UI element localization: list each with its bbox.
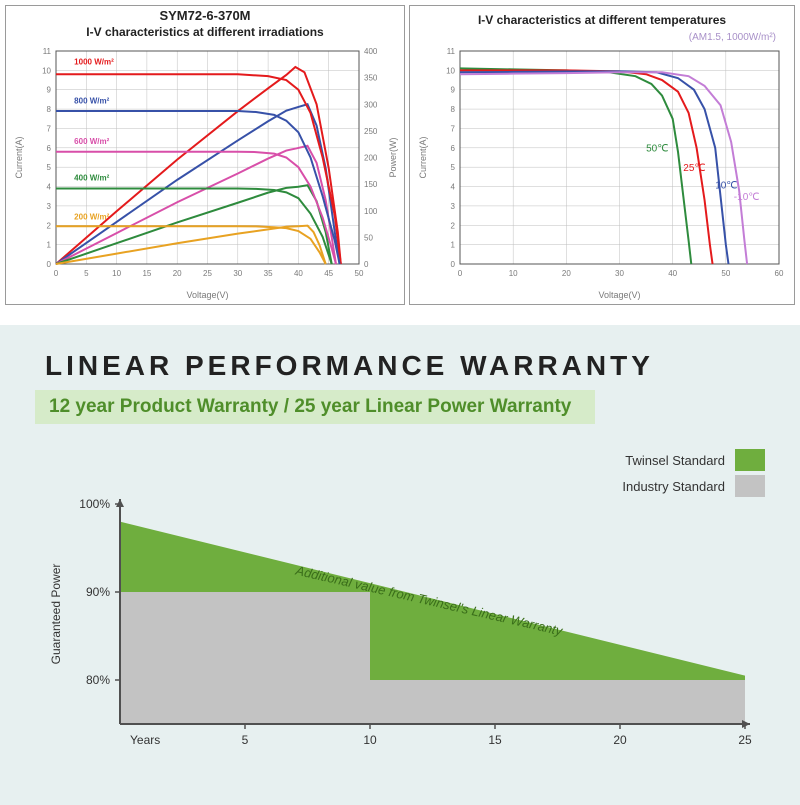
svg-text:50℃: 50℃ xyxy=(646,144,668,155)
svg-text:100: 100 xyxy=(364,207,378,216)
warranty-chart-wrap: Twinsel Standard Industry Standard 80% 90… xyxy=(35,449,765,779)
svg-text:90%: 90% xyxy=(86,585,110,599)
svg-text:9: 9 xyxy=(451,86,456,95)
svg-text:4: 4 xyxy=(47,183,52,192)
svg-text:25: 25 xyxy=(738,733,752,747)
svg-text:300: 300 xyxy=(364,100,378,109)
svg-text:30: 30 xyxy=(233,269,242,278)
svg-text:400 W/m²: 400 W/m² xyxy=(74,174,109,183)
legend-swatch-twinsel xyxy=(735,449,765,471)
svg-text:0: 0 xyxy=(458,269,463,278)
top-charts-row: SYM72-6-370M I-V characteristics at diffe… xyxy=(0,0,800,310)
warranty-subtitle: 12 year Product Warranty / 25 year Linea… xyxy=(35,390,595,424)
warranty-legend: Twinsel Standard Industry Standard xyxy=(622,449,765,501)
svg-text:5: 5 xyxy=(84,269,89,278)
legend-swatch-industry xyxy=(735,475,765,497)
svg-text:200: 200 xyxy=(364,154,378,163)
svg-text:5: 5 xyxy=(242,733,249,747)
svg-text:Current(A): Current(A) xyxy=(14,136,24,178)
svg-text:5: 5 xyxy=(451,163,456,172)
svg-text:1: 1 xyxy=(451,241,456,250)
svg-text:20: 20 xyxy=(562,269,571,278)
svg-text:8: 8 xyxy=(451,105,456,114)
svg-text:25: 25 xyxy=(203,269,212,278)
temperature-chart-panel: I-V characteristics at different tempera… xyxy=(409,5,795,305)
svg-text:100%: 100% xyxy=(79,497,110,511)
svg-text:600 W/m²: 600 W/m² xyxy=(74,137,109,146)
svg-text:1: 1 xyxy=(47,241,52,250)
svg-text:7: 7 xyxy=(47,124,52,133)
svg-text:Years: Years xyxy=(130,733,160,747)
svg-text:0: 0 xyxy=(364,260,369,269)
svg-text:30: 30 xyxy=(615,269,624,278)
legend-label: Industry Standard xyxy=(622,479,725,494)
legend-row-industry: Industry Standard xyxy=(622,475,765,497)
svg-text:25℃: 25℃ xyxy=(683,163,705,174)
svg-text:0: 0 xyxy=(451,260,456,269)
svg-text:2: 2 xyxy=(47,221,52,230)
svg-text:I-V characteristics at differe: I-V characteristics at different tempera… xyxy=(478,13,726,27)
svg-text:Voltage(V): Voltage(V) xyxy=(186,290,228,300)
svg-text:I-V characteristics at differe: I-V characteristics at different irradia… xyxy=(86,25,324,39)
svg-text:2: 2 xyxy=(451,221,456,230)
svg-text:10℃: 10℃ xyxy=(715,180,737,191)
svg-text:150: 150 xyxy=(364,180,378,189)
svg-text:10: 10 xyxy=(509,269,518,278)
svg-text:-10℃: -10℃ xyxy=(734,192,760,203)
svg-text:SYM72-6-370M: SYM72-6-370M xyxy=(159,8,250,23)
svg-text:6: 6 xyxy=(47,144,52,153)
svg-text:50: 50 xyxy=(364,233,373,242)
svg-text:40: 40 xyxy=(668,269,677,278)
svg-text:40: 40 xyxy=(294,269,303,278)
svg-text:80%: 80% xyxy=(86,673,110,687)
svg-text:9: 9 xyxy=(47,86,52,95)
svg-text:10: 10 xyxy=(446,66,455,75)
legend-label: Twinsel Standard xyxy=(625,453,725,468)
svg-text:50: 50 xyxy=(721,269,730,278)
svg-text:Current(A): Current(A) xyxy=(418,136,428,178)
svg-text:20: 20 xyxy=(613,733,627,747)
svg-text:Guaranteed Power: Guaranteed Power xyxy=(49,564,63,665)
warranty-section: LINEAR PERFORMANCE WARRANTY 12 year Prod… xyxy=(0,325,800,805)
svg-text:1000 W/m²: 1000 W/m² xyxy=(74,58,114,67)
svg-text:35: 35 xyxy=(264,269,273,278)
svg-text:800 W/m²: 800 W/m² xyxy=(74,96,109,105)
svg-text:8: 8 xyxy=(47,105,52,114)
svg-text:10: 10 xyxy=(363,733,377,747)
svg-text:10: 10 xyxy=(42,66,51,75)
svg-text:7: 7 xyxy=(451,124,456,133)
svg-text:3: 3 xyxy=(47,202,52,211)
svg-text:200 W/m²: 200 W/m² xyxy=(74,212,109,221)
svg-text:15: 15 xyxy=(488,733,502,747)
svg-text:45: 45 xyxy=(324,269,333,278)
svg-text:4: 4 xyxy=(451,183,456,192)
warranty-title: LINEAR PERFORMANCE WARRANTY xyxy=(35,350,765,382)
legend-row-twinsel: Twinsel Standard xyxy=(622,449,765,471)
svg-text:5: 5 xyxy=(47,163,52,172)
svg-text:60: 60 xyxy=(775,269,784,278)
svg-text:(AM1.5, 1000W/m²): (AM1.5, 1000W/m²) xyxy=(689,32,776,43)
svg-text:50: 50 xyxy=(355,269,364,278)
svg-text:3: 3 xyxy=(451,202,456,211)
svg-text:250: 250 xyxy=(364,127,378,136)
irradiation-chart-panel: SYM72-6-370M I-V characteristics at diffe… xyxy=(5,5,405,305)
svg-text:400: 400 xyxy=(364,47,378,56)
svg-text:0: 0 xyxy=(47,260,52,269)
svg-text:10: 10 xyxy=(112,269,121,278)
svg-text:11: 11 xyxy=(447,47,456,56)
svg-text:350: 350 xyxy=(364,74,378,83)
svg-text:20: 20 xyxy=(173,269,182,278)
svg-text:15: 15 xyxy=(142,269,151,278)
svg-text:Voltage(V): Voltage(V) xyxy=(598,290,640,300)
svg-text:Power(W): Power(W) xyxy=(388,137,398,177)
svg-text:11: 11 xyxy=(43,47,52,56)
svg-text:6: 6 xyxy=(451,144,456,153)
svg-text:0: 0 xyxy=(54,269,59,278)
